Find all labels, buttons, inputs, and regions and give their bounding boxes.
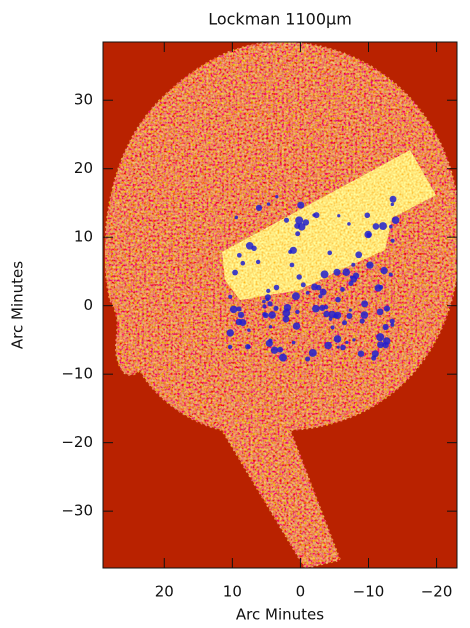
y-tick-label: −10 [61,365,93,383]
plot-frame [102,41,458,569]
deep-region [222,150,436,300]
x-tick-label: 20 [155,583,174,601]
y-tick-label: 0 [83,296,93,314]
x-tick-label: −20 [421,583,453,601]
y-axis-label: Arc Minutes [9,261,27,349]
y-tick-label: 30 [74,91,93,109]
axes: 20 10 0 −10 −20 −30 −20 −10 0 10 20 30 [61,42,457,601]
x-tick-label: −10 [353,583,385,601]
chart-title: Lockman 1100μm [208,10,352,29]
x-tick-label: 10 [223,583,242,601]
y-tick-label: −20 [61,433,93,451]
y-tick-label: 10 [74,228,93,246]
x-tick-label: 0 [296,583,306,601]
x-axis-label: Arc Minutes [236,606,324,624]
y-tick-label: 20 [74,159,93,177]
source-markers [226,195,400,362]
y-tick-label: −30 [61,502,93,520]
map [103,42,457,568]
